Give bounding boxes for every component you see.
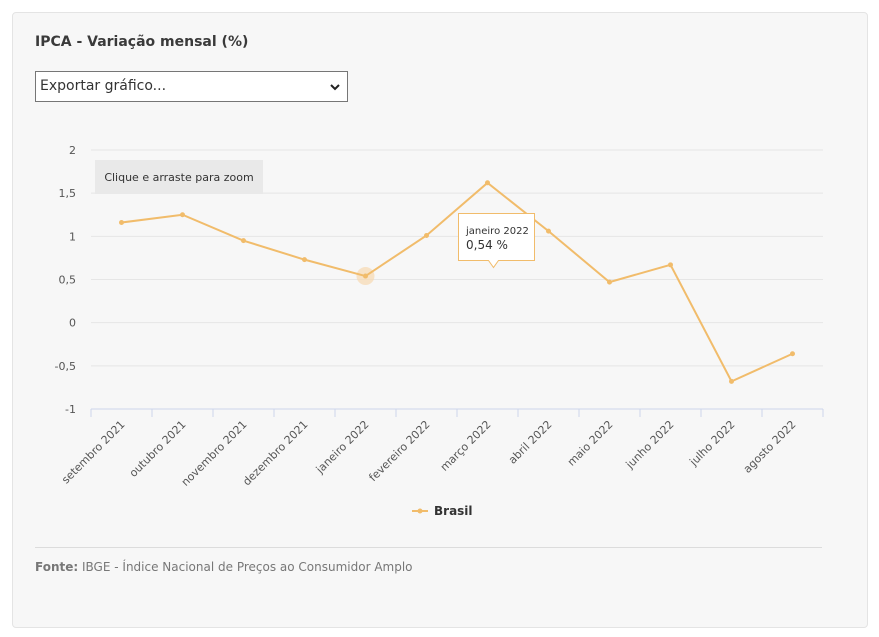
- y-tick-label: 1: [69, 230, 76, 243]
- data-point[interactable]: [119, 220, 124, 226]
- data-point[interactable]: [180, 212, 185, 218]
- x-tick-label: novembro 2021: [179, 418, 250, 489]
- x-tick-label: outubro 2021: [127, 418, 189, 480]
- tooltip: janeiro 2022 0,54 %: [458, 213, 535, 269]
- legend[interactable]: Brasil: [412, 504, 473, 518]
- data-point[interactable]: [729, 378, 734, 384]
- x-tick-label: julho 2022: [687, 418, 738, 469]
- data-point[interactable]: [790, 351, 795, 357]
- x-tick-label: agosto 2022: [741, 418, 799, 476]
- x-tick-label: março 2022: [438, 418, 494, 474]
- y-tick-label: -0,5: [55, 360, 76, 373]
- chart-title: IPCA - Variação mensal (%): [35, 34, 249, 50]
- data-point[interactable]: [302, 257, 307, 263]
- data-point[interactable]: [363, 273, 368, 279]
- x-tick-label: dezembro 2021: [240, 418, 310, 488]
- x-tick-label: abril 2022: [506, 418, 555, 467]
- source-footer: Fonte: IBGE - Índice Nacional de Preços …: [35, 560, 413, 574]
- legend-label-brasil: Brasil: [434, 504, 473, 518]
- tooltip-value: 0,54 %: [466, 238, 508, 252]
- legend-marker: [417, 508, 423, 514]
- export-select-value: Exportar gráfico...: [40, 78, 167, 94]
- x-tick-label: setembro 2021: [59, 418, 127, 486]
- data-point[interactable]: [668, 262, 673, 268]
- y-tick-label: 1,5: [59, 187, 77, 200]
- chart-card: [12, 12, 868, 628]
- series-line-brasil[interactable]: [121, 181, 793, 383]
- data-point[interactable]: [424, 232, 429, 238]
- grid-lines: [91, 149, 823, 367]
- x-tick-label: junho 2022: [623, 418, 677, 472]
- zoom-hint-box: [95, 160, 263, 194]
- data-point[interactable]: [241, 238, 246, 244]
- data-point[interactable]: [485, 180, 490, 186]
- x-tick-label: janeiro 2022: [313, 418, 372, 477]
- export-chart-select[interactable]: Exportar gráfico...: [35, 71, 348, 102]
- x-axis-ticks: [90, 409, 824, 417]
- data-point[interactable]: [546, 228, 551, 234]
- x-tick-label: maio 2022: [565, 418, 616, 469]
- footer-label: Fonte:: [35, 560, 79, 574]
- zoom-hint-text: Clique e arraste para zoom: [104, 171, 253, 184]
- chevron-down-icon: [330, 84, 340, 91]
- y-axis-labels: 2 1,5 1 0,5 0 -0,5 -1: [55, 144, 76, 416]
- series-points: [119, 180, 795, 384]
- data-point[interactable]: [607, 279, 612, 285]
- tooltip-label: janeiro 2022: [465, 226, 529, 237]
- y-tick-label: -1: [65, 403, 76, 416]
- x-tick-label: fevereiro 2022: [366, 418, 432, 484]
- y-tick-label: 2: [69, 144, 76, 157]
- footer-text: IBGE - Índice Nacional de Preços ao Cons…: [82, 560, 413, 574]
- y-tick-label: 0: [69, 317, 76, 330]
- footer-divider: [35, 547, 822, 548]
- y-tick-label: 0,5: [59, 274, 77, 287]
